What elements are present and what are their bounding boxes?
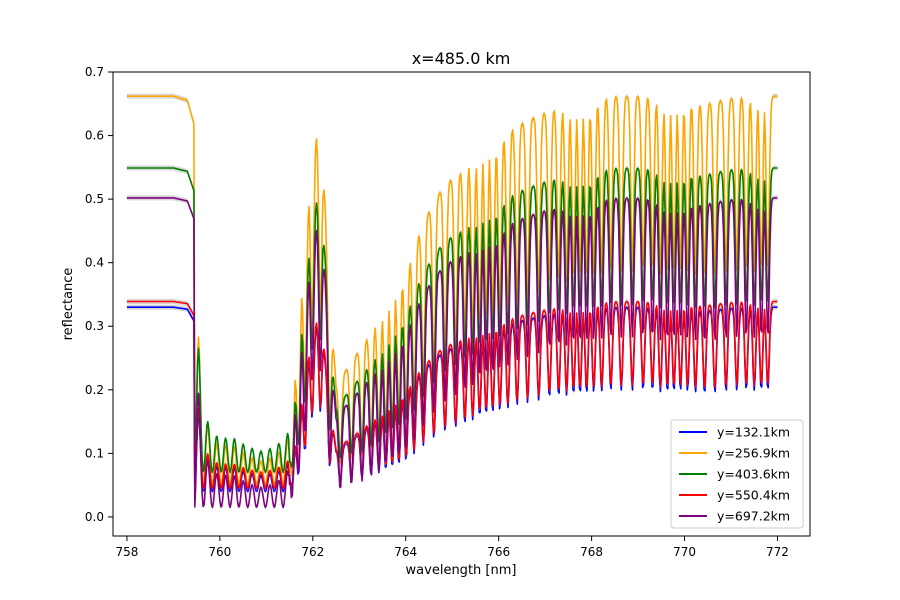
x-tick-label: 772 [766, 545, 789, 559]
y-axis-ticks: 0.0 0.1 0.2 0.3 0.4 0.5 0.6 0.7 [85, 65, 113, 524]
x-axis-ticks: 758 760 762 764 766 768 770 772 [115, 536, 789, 559]
axes-frame [112, 71, 811, 537]
legend-box [670, 419, 804, 529]
chart-title: x=485.0 km [412, 49, 511, 68]
y-axis-label: reflectance [61, 268, 76, 341]
y-tick-label: 0.6 [85, 129, 104, 143]
y-tick-label: 0.2 [85, 383, 104, 397]
y-tick-label: 0.4 [85, 256, 104, 270]
y-tick-label: 0.7 [85, 65, 104, 79]
x-tick-label: 758 [115, 545, 138, 559]
x-axis-label: wavelength [nm] [406, 563, 517, 578]
x-tick-label: 766 [487, 545, 510, 559]
series-line-3 [126, 300, 778, 490]
legend-entry: y=403.6km [717, 467, 790, 482]
x-tick-label: 762 [301, 545, 324, 559]
x-tick-label: 760 [208, 545, 231, 559]
legend-entry: y=256.9km [717, 446, 790, 461]
series-line-4 [126, 197, 778, 509]
y-tick-label: 0.5 [85, 192, 104, 206]
x-tick-label: 764 [394, 545, 417, 559]
y-tick-label: 0.0 [85, 510, 104, 524]
plot-area [126, 93, 778, 510]
legend-entry: y=697.2km [717, 509, 790, 524]
legend-entry: y=550.4km [717, 488, 790, 503]
legend: y=132.1km y=256.9km y=403.6km y=550.4km y=69… [670, 419, 804, 529]
y-tick-label: 0.1 [85, 446, 104, 460]
series-line-1 [126, 95, 778, 486]
y-tick-label: 0.3 [85, 319, 104, 333]
x-tick-label: 770 [673, 545, 696, 559]
x-tick-label: 768 [580, 545, 603, 559]
legend-entry: y=132.1km [717, 425, 790, 440]
